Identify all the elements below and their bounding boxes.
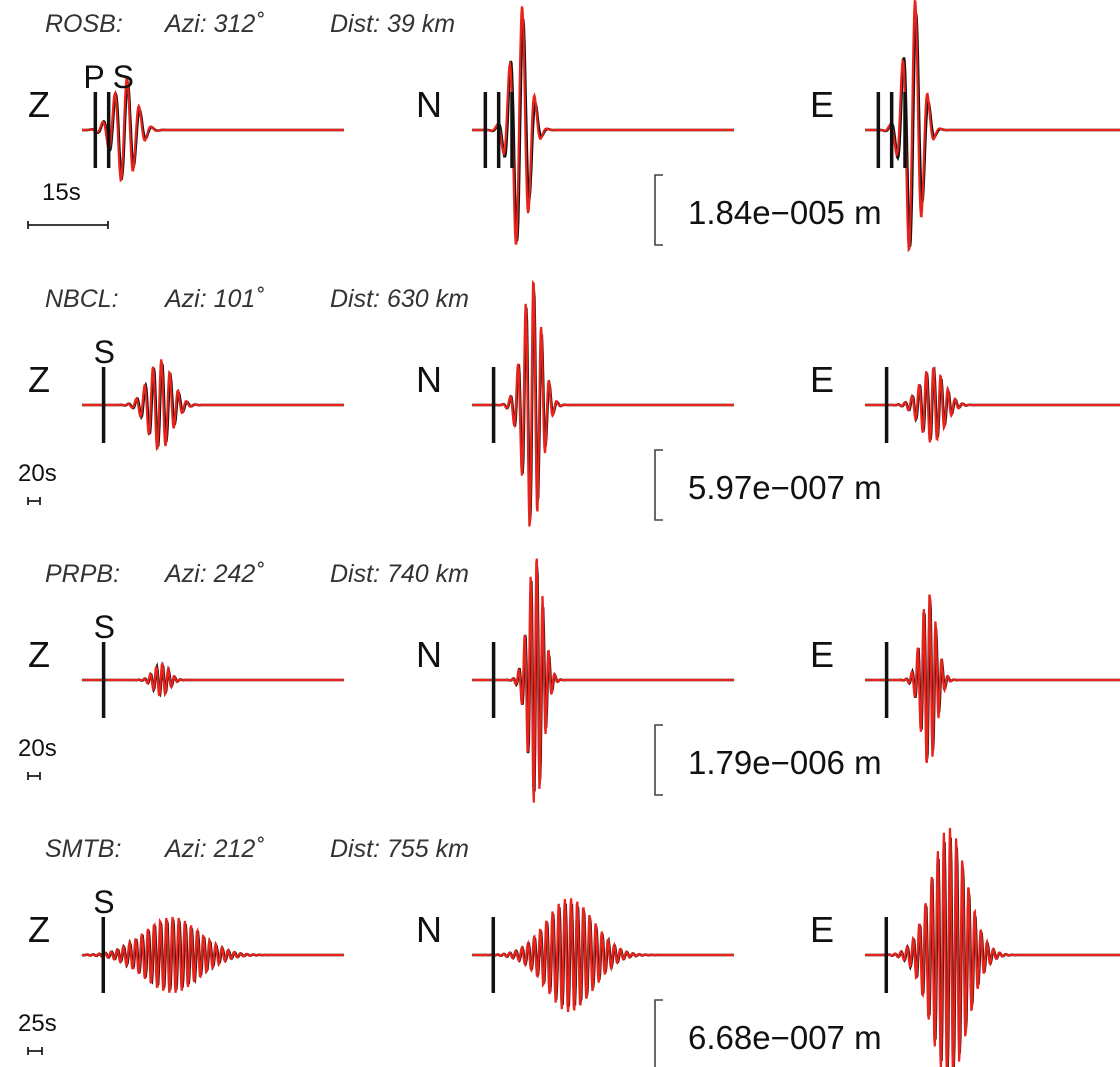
azimuth-label: Azi: 312˚	[163, 10, 264, 38]
trace-e: E	[810, 0, 1120, 253]
trace-z: ZP S	[28, 59, 344, 183]
component-label: N	[416, 84, 442, 125]
azimuth-label: Azi: 242˚	[163, 560, 264, 588]
amplitude-scale-bracket	[654, 724, 663, 796]
trace-n: N	[416, 279, 734, 527]
amplitude-scale-bracket	[654, 449, 663, 521]
station-name: NBCL:	[45, 285, 119, 313]
component-label: Z	[28, 359, 50, 400]
component-label: E	[810, 909, 834, 950]
time-scale-bar	[27, 1047, 43, 1055]
phase-label-p: P	[83, 59, 104, 95]
component-label: Z	[28, 634, 50, 675]
synthetic-waveform	[82, 77, 344, 183]
trace-n: N	[416, 898, 734, 1012]
time-scale-label: 20s	[18, 735, 57, 762]
amplitude-label: 1.79e−006 m	[688, 744, 882, 781]
synthetic-waveform	[81, 916, 344, 993]
time-scale-bar	[27, 772, 41, 780]
trace-e: E	[810, 359, 1120, 443]
component-label: N	[416, 359, 442, 400]
component-label: Z	[28, 84, 50, 125]
synthetic-waveform	[472, 558, 734, 803]
azimuth-label: Azi: 101˚	[163, 285, 264, 313]
synthetic-waveform	[865, 0, 1120, 253]
synthetic-waveform	[472, 898, 734, 1012]
time-scale-label: 20s	[18, 460, 57, 487]
station-row-prpb: PRPB: Azi: 242˚ Dist: 740 km 20s 1.79e−006 m…	[18, 558, 1120, 803]
distance-label: Dist: 39 km	[330, 10, 455, 38]
phase-label-s: S	[94, 334, 115, 370]
phase-label-s: S	[93, 884, 114, 920]
synthetic-waveform	[472, 6, 734, 245]
amplitude-label: 6.68e−007 m	[688, 1019, 882, 1056]
amplitude-scale-bracket	[654, 999, 663, 1067]
amplitude-scale-bracket	[654, 174, 663, 246]
component-label: E	[810, 84, 834, 125]
synthetic-waveform	[82, 359, 344, 452]
time-scale-label: 15s	[42, 179, 81, 206]
component-label: N	[416, 634, 442, 675]
synthetic-waveform	[865, 827, 1120, 1067]
time-scale-bar	[27, 221, 109, 229]
phase-label-s: S	[94, 609, 115, 645]
station-name: PRPB:	[45, 560, 120, 588]
component-label: N	[416, 909, 442, 950]
station-name: SMTB:	[45, 835, 121, 863]
trace-n: N	[416, 558, 734, 803]
synthetic-waveform	[472, 279, 734, 527]
trace-z: ZS	[28, 609, 344, 718]
trace-z: ZS	[28, 884, 344, 993]
distance-label: Dist: 755 km	[330, 835, 469, 863]
component-label: E	[810, 359, 834, 400]
station-row-rosb: ROSB: Azi: 312˚ Dist: 39 km 15s 1.84e−005 m Z…	[27, 0, 1120, 253]
time-scale-bar	[27, 497, 41, 505]
trace-n: N	[416, 6, 734, 245]
azimuth-label: Azi: 212˚	[163, 835, 264, 863]
synthetic-waveform	[865, 367, 1120, 443]
station-row-nbcl: NBCL: Azi: 101˚ Dist: 630 km 20s 5.97e−007 m…	[18, 279, 1120, 527]
distance-label: Dist: 740 km	[330, 560, 469, 588]
trace-e: E	[810, 594, 1120, 764]
time-scale-label: 25s	[18, 1010, 57, 1037]
synthetic-waveform	[82, 662, 344, 698]
trace-z: ZS	[28, 334, 344, 452]
synthetic-waveform	[865, 594, 1120, 764]
station-row-smtb: SMTB: Azi: 212˚ Dist: 755 km 25s 6.68e−007 m…	[18, 827, 1120, 1067]
amplitude-label: 5.97e−007 m	[688, 469, 882, 506]
component-label: Z	[28, 909, 50, 950]
station-name: ROSB:	[45, 10, 123, 38]
distance-label: Dist: 630 km	[330, 285, 469, 313]
component-label: E	[810, 634, 834, 675]
amplitude-label: 1.84e−005 m	[688, 194, 882, 231]
phase-label-s: S	[113, 59, 134, 95]
trace-e: E	[810, 827, 1120, 1067]
